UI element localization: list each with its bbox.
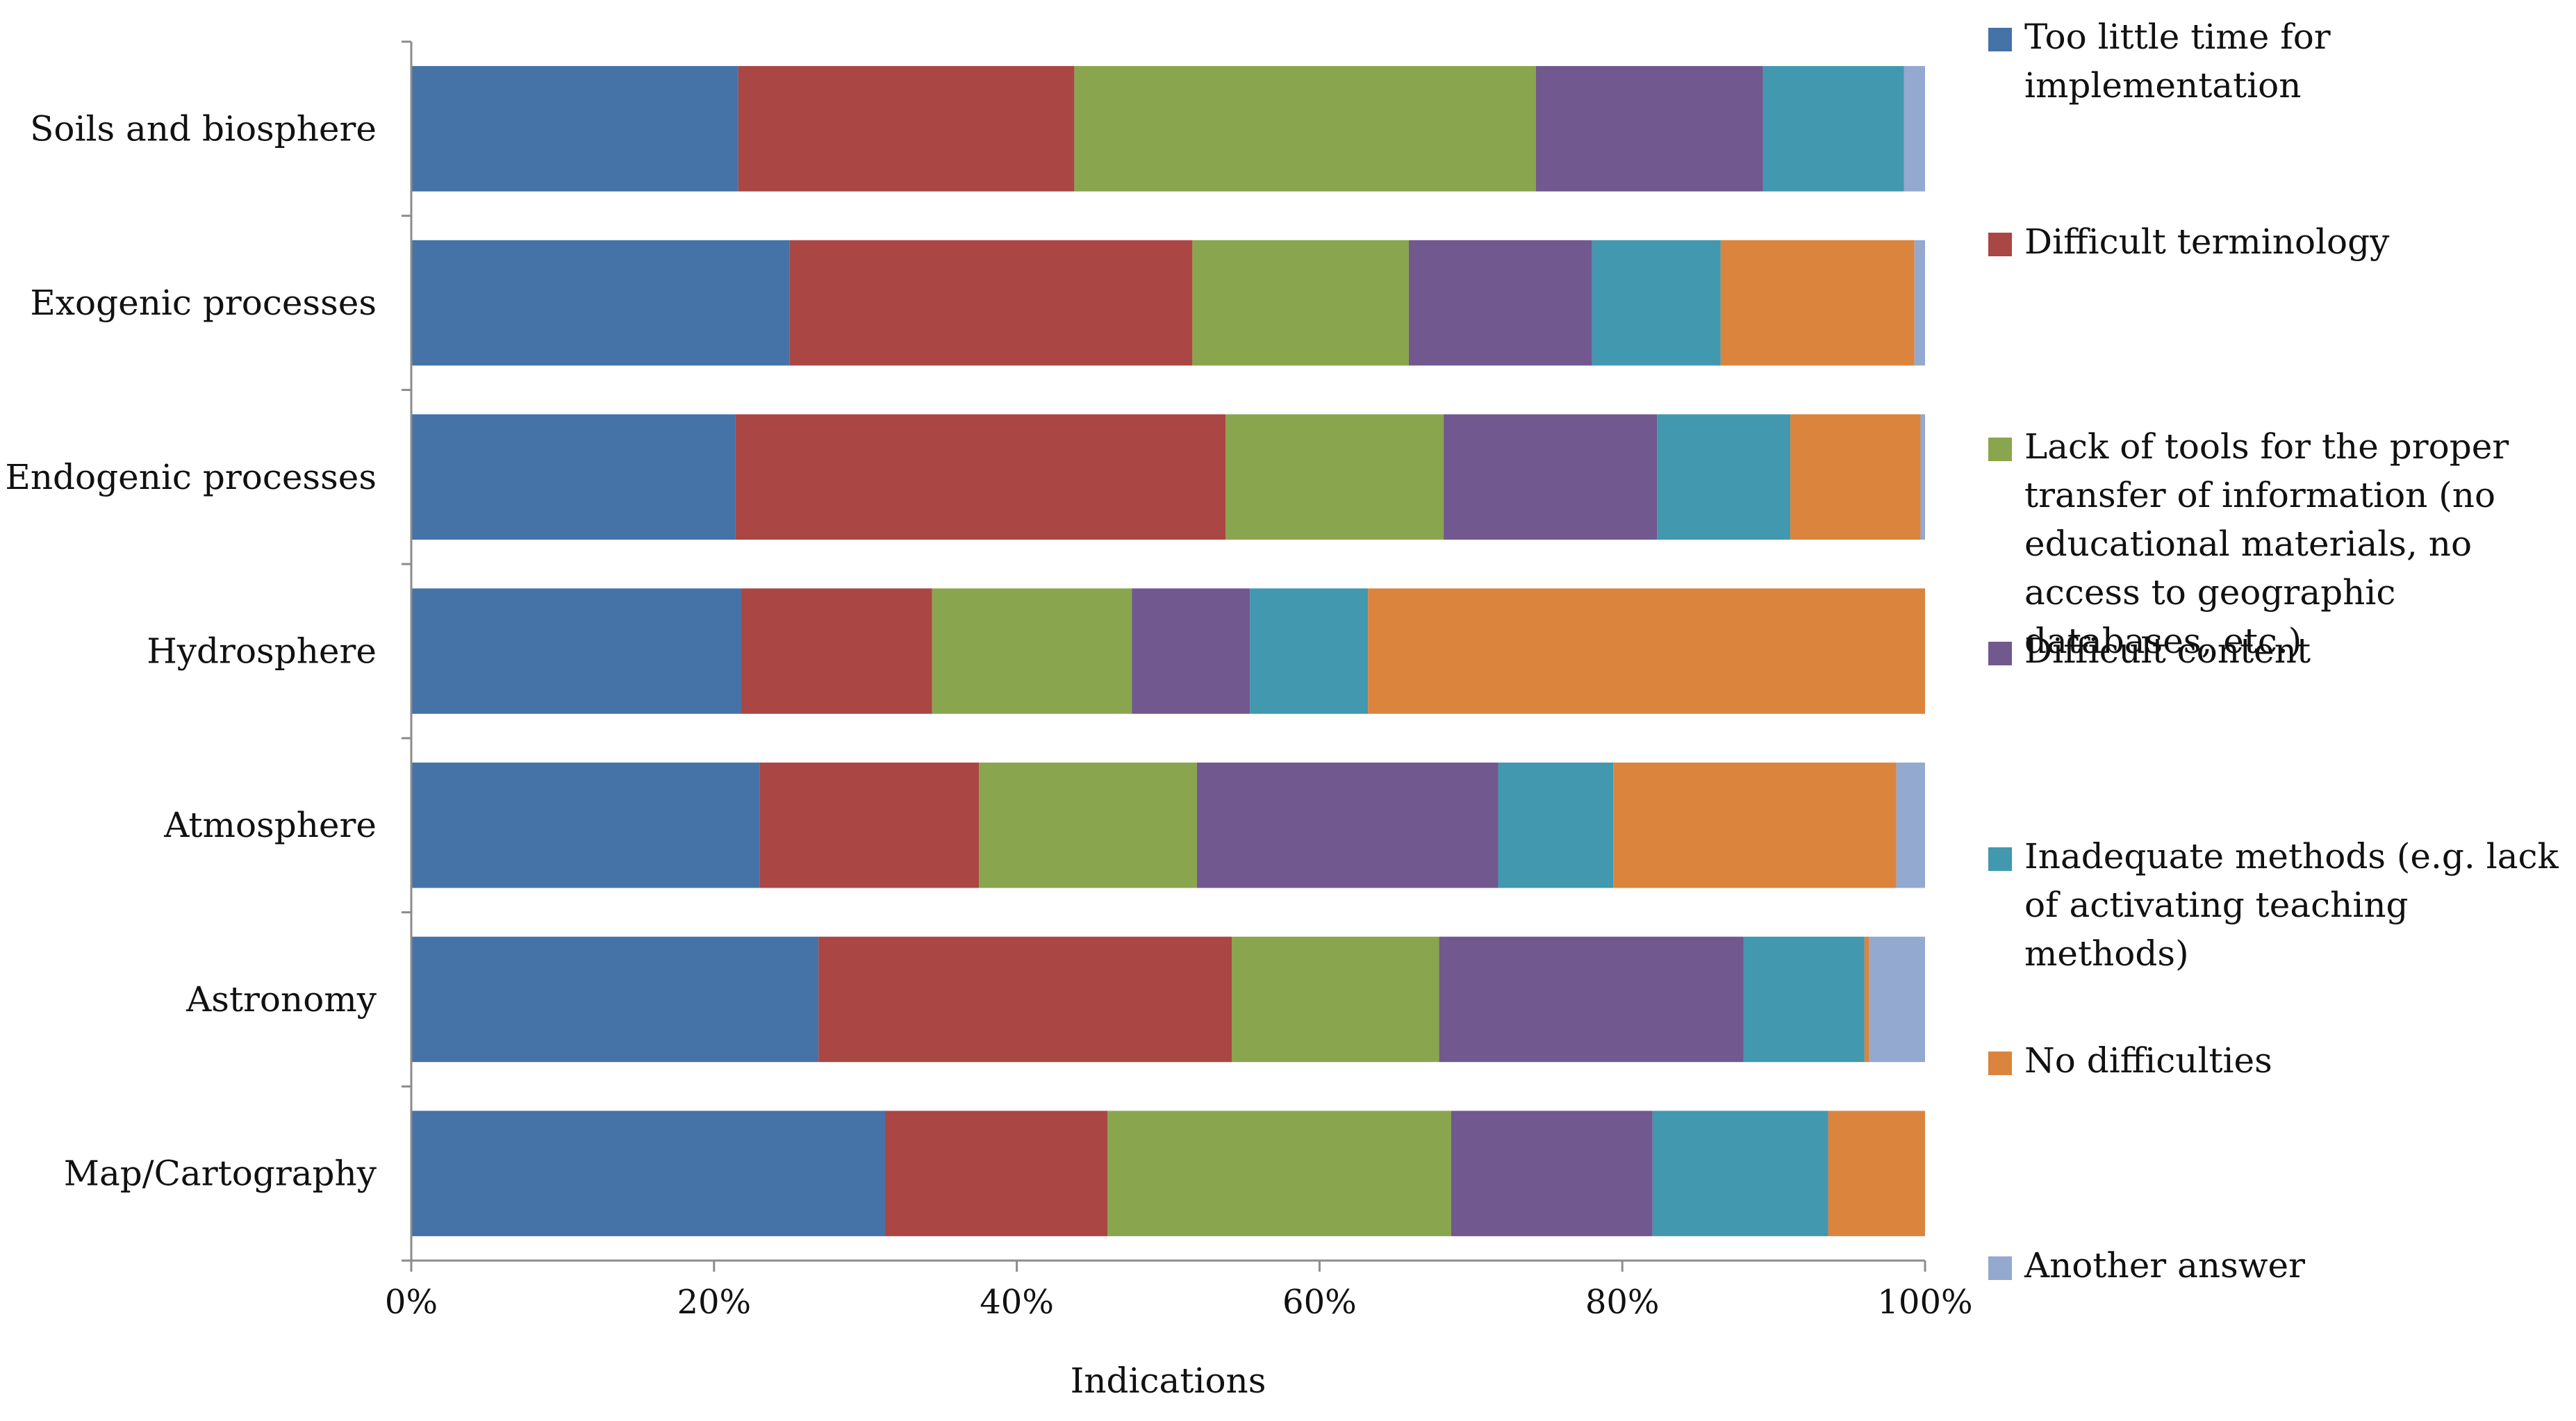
- category-label: Exogenic processes: [30, 283, 377, 323]
- x-tick-label: 40%: [980, 1283, 1054, 1322]
- bar-exogenic-processes-series-4: [1408, 240, 1592, 366]
- legend-label: No difficulties: [2024, 1040, 2272, 1081]
- bar-atmosphere-series-4: [1196, 762, 1498, 888]
- x-tick-labels: 0% 20% 40% 60% 80% 100%: [385, 1283, 1973, 1322]
- x-tick-label: 0%: [385, 1283, 438, 1322]
- bar-soils-and-biosphere-series-2: [738, 66, 1075, 192]
- category-label: Map/Cartography: [64, 1154, 377, 1194]
- bar-astronomy-series-3: [1232, 936, 1439, 1063]
- bar-soils-and-biosphere-series-7: [1904, 66, 1925, 192]
- bar-map-cartography-series-5: [1652, 1111, 1828, 1236]
- category-labels: Soils and biosphere Exogenic processes End…: [5, 108, 377, 1193]
- bar-exogenic-processes-series-1: [411, 240, 790, 366]
- bar-map-cartography-series-2: [885, 1111, 1108, 1236]
- bar-endogenic-processes-series-6: [1790, 414, 1921, 540]
- bar-endogenic-processes-series-2: [735, 414, 1226, 540]
- legend-label: Too little time for implementation: [2024, 17, 2331, 106]
- bar-exogenic-processes-series-3: [1192, 240, 1409, 366]
- legend-swatch: [1988, 233, 2012, 256]
- axes: [410, 42, 1925, 1262]
- legend-swatch: [1988, 438, 2012, 461]
- bar-exogenic-processes-series-2: [789, 240, 1193, 366]
- x-axis-title: Indications: [1071, 1361, 1266, 1401]
- category-label: Endogenic processes: [5, 457, 377, 497]
- legend-label: Difficult content: [2024, 631, 2311, 671]
- legend-swatch: [1988, 642, 2012, 665]
- legend-label: Lack of tools for the proper transfer of…: [2024, 426, 2509, 661]
- x-tick-label: 100%: [1877, 1283, 1972, 1322]
- y-axis-ticks: [402, 40, 411, 1262]
- bar-astronomy-series-7: [1869, 936, 1925, 1063]
- legend-label: Inadequate methods (e.g. lack of activat…: [2024, 836, 2559, 974]
- bar-map-cartography-series-4: [1451, 1111, 1653, 1236]
- bar-atmosphere-series-6: [1613, 762, 1897, 888]
- legend-label: Another answer: [2024, 1245, 2306, 1286]
- legend-swatch: [1988, 1052, 2012, 1075]
- legend-item-too-little-time: Too little time for implementation: [1988, 13, 2573, 110]
- bar-map-cartography-series-3: [1107, 1111, 1451, 1236]
- bar-atmosphere-series-1: [411, 762, 760, 888]
- category-label: Atmosphere: [163, 805, 377, 845]
- legend-swatch: [1988, 1256, 2012, 1280]
- bar-map-cartography-series-6: [1828, 1111, 1925, 1236]
- legend-item-lack-of-tools: Lack of tools for the proper transfer of…: [1988, 422, 2573, 665]
- bar-exogenic-processes-series-5: [1592, 240, 1721, 366]
- bar-atmosphere-series-7: [1896, 762, 1925, 888]
- bar-endogenic-processes-series-7: [1920, 414, 1925, 540]
- bar-hydrosphere-series-6: [1368, 588, 1925, 714]
- x-tick-label: 80%: [1585, 1283, 1660, 1322]
- x-tick-label: 20%: [677, 1283, 751, 1322]
- legend-swatch: [1988, 28, 2012, 51]
- bar-layer: [411, 66, 1925, 1236]
- legend-item-difficult-terminology: Difficult terminology: [1988, 217, 2573, 266]
- bar-exogenic-processes-series-6: [1720, 240, 1915, 366]
- bar-astronomy-series-2: [818, 936, 1232, 1063]
- bar-astronomy-series-1: [411, 936, 819, 1063]
- bar-soils-and-biosphere-series-5: [1762, 66, 1904, 192]
- legend-item-no-difficulties: No difficulties: [1988, 1036, 2573, 1085]
- bar-endogenic-processes-series-1: [411, 414, 736, 540]
- bar-hydrosphere-series-4: [1132, 588, 1250, 714]
- legend-item-inadequate-methods: Inadequate methods (e.g. lack of activat…: [1988, 832, 2573, 978]
- x-axis-ticks: [410, 1261, 1926, 1272]
- bar-soils-and-biosphere-series-3: [1074, 66, 1536, 192]
- bar-hydrosphere-series-5: [1250, 588, 1369, 714]
- bar-soils-and-biosphere-series-4: [1535, 66, 1763, 192]
- category-label: Hydrosphere: [147, 631, 377, 672]
- x-tick-label: 60%: [1282, 1283, 1357, 1322]
- bar-hydrosphere-series-3: [932, 588, 1132, 714]
- legend-swatch: [1988, 847, 2012, 871]
- bar-hydrosphere-series-1: [411, 588, 742, 714]
- bar-endogenic-processes-series-3: [1225, 414, 1444, 540]
- bar-map-cartography-series-1: [411, 1111, 886, 1236]
- legend: Too little time for implementation Diffi…: [1988, 0, 2576, 1320]
- bar-astronomy-series-6: [1864, 936, 1869, 1063]
- category-label: Astronomy: [185, 979, 377, 1020]
- bar-endogenic-processes-series-5: [1657, 414, 1791, 540]
- bar-endogenic-processes-series-4: [1444, 414, 1658, 540]
- category-label: Soils and biosphere: [30, 108, 377, 149]
- bar-soils-and-biosphere-series-1: [411, 66, 738, 192]
- bar-exogenic-processes-series-7: [1914, 240, 1925, 366]
- bar-hydrosphere-series-2: [741, 588, 932, 714]
- bar-astronomy-series-5: [1743, 936, 1865, 1063]
- legend-item-another-answer: Another answer: [1988, 1241, 2573, 1290]
- legend-item-difficult-content: Difficult content: [1988, 626, 2573, 675]
- bar-atmosphere-series-3: [979, 762, 1197, 888]
- bar-atmosphere-series-2: [759, 762, 980, 888]
- bar-atmosphere-series-5: [1498, 762, 1614, 888]
- legend-label: Difficult terminology: [2024, 222, 2390, 262]
- bar-astronomy-series-4: [1439, 936, 1744, 1063]
